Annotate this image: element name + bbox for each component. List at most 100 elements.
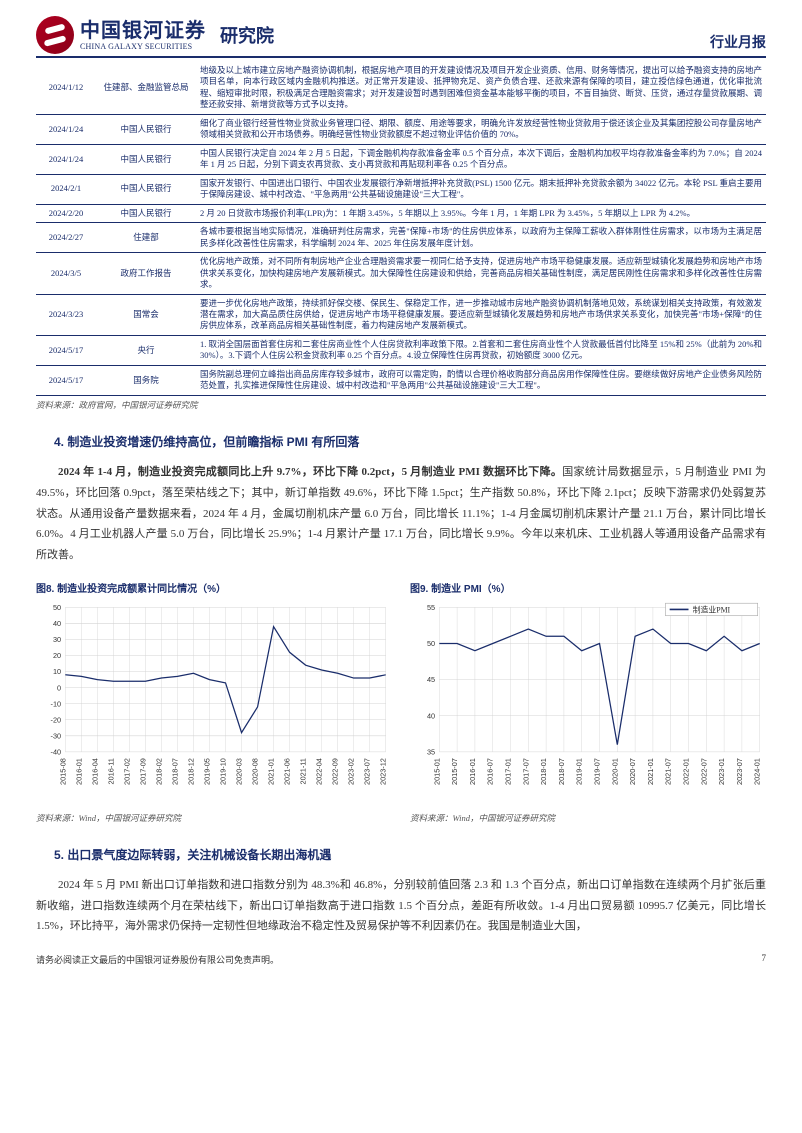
svg-text:2018-07: 2018-07 [170,758,179,785]
date-cell: 2024/2/1 [36,174,96,204]
desc-cell: 国家开发银行、中国进出口银行、中国农业发展银行净新增抵押补充贷款(PSL) 15… [196,174,766,204]
desc-cell: 国务院副总理何立峰指出商品房库存较多城市，政府可以需定购，酌情以合理价格收购部分… [196,365,766,395]
svg-text:2020-08: 2020-08 [251,758,260,785]
org-cell: 住建部、金融监管总局 [96,62,196,114]
chart9-svg: 3540455055制造业PMI2015-012015-072016-01201… [410,599,766,808]
org-cell: 央行 [96,335,196,365]
date-cell: 2024/5/17 [36,365,96,395]
svg-text:2021-11: 2021-11 [299,758,308,784]
desc-cell: 1. 取消全国层面首套住房和二套住房商业性个人住房贷款利率政策下限。2.首套和二… [196,335,766,365]
table-row: 2024/2/27住建部各城市要根据当地实际情况，准确研判住房需求，完善"保障+… [36,223,766,253]
svg-text:50: 50 [53,603,61,612]
report-type-label: 行业月报 [710,32,766,52]
svg-text:2023-01: 2023-01 [717,758,726,785]
svg-text:制造业PMI: 制造业PMI [693,605,731,615]
svg-text:2015-08: 2015-08 [58,758,67,785]
svg-text:2017-01: 2017-01 [504,758,513,785]
svg-text:40: 40 [427,712,435,721]
svg-text:2016-01: 2016-01 [74,758,83,785]
policy-table: 2024/1/12住建部、金融监管总局地级及以上城市建立房地产融资协调机制，根据… [36,62,766,396]
company-logo: 中国银河证券 CHINA GALAXY SECURITIES [36,16,206,54]
section4-paragraph: 2024 年 1-4 月，制造业投资完成额同比上升 9.7%，环比下降 0.2p… [36,462,766,566]
chart-row: 图8. 制造业投资完成额累计同比情况（%） -40-30-20-10010203… [36,580,766,823]
logo-icon [36,16,74,54]
svg-text:2022-07: 2022-07 [699,758,708,785]
table-row: 2024/5/17央行1. 取消全国层面首套住房和二套住房商业性个人住房贷款利率… [36,335,766,365]
table-row: 2024/1/24中国人民银行中国人民银行决定自 2024 年 2 月 5 日起… [36,144,766,174]
org-cell: 国常会 [96,294,196,335]
svg-text:2017-09: 2017-09 [138,758,147,785]
svg-text:55: 55 [427,603,435,612]
section5-paragraph: 2024 年 5 月 PMI 新出口订单指数和进口指数分别为 48.3%和 46… [36,875,766,938]
desc-cell: 中国人民银行决定自 2024 年 2 月 5 日起，下调金融机构存款准备金率 0… [196,144,766,174]
chart9-box: 图9. 制造业 PMI（%） 3540455055制造业PMI2015-0120… [410,580,766,823]
svg-text:2020-01: 2020-01 [610,758,619,785]
page-header: 中国银河证券 CHINA GALAXY SECURITIES 研究院 行业月报 [36,16,766,58]
svg-text:2022-01: 2022-01 [682,758,691,785]
date-cell: 2024/2/20 [36,204,96,222]
svg-text:2018-07: 2018-07 [557,758,566,785]
desc-cell: 优化房地产政策，对不同所有制房地产企业合理融资需求要一视同仁给予支持，促进房地产… [196,253,766,294]
svg-text:2016-07: 2016-07 [486,758,495,785]
section4-body: 国家统计局数据显示，5 月制造业 PMI 为 49.5%，环比回落 0.9pct… [36,466,766,562]
svg-text:-10: -10 [51,700,62,709]
svg-text:2017-02: 2017-02 [122,758,131,785]
org-cell: 住建部 [96,223,196,253]
table-row: 2024/5/17国务院国务院副总理何立峰指出商品房库存较多城市，政府可以需定购… [36,365,766,395]
page-footer: 请务必阅读正文最后的中国银河证券股份有限公司免责声明。 7 [0,949,802,976]
svg-text:2016-01: 2016-01 [468,758,477,785]
chart8-source: 资料来源：Wind，中国银河证券研究院 [36,812,392,824]
org-cell: 中国人民银行 [96,174,196,204]
desc-cell: 细化了商业银行经营性物业贷款业务管理口径、期限、额度、用途等要求，明确允许发放经… [196,114,766,144]
svg-text:35: 35 [427,748,435,757]
svg-text:2019-07: 2019-07 [593,758,602,785]
svg-text:2017-07: 2017-07 [521,758,530,785]
page-number: 7 [762,953,767,966]
svg-text:10: 10 [53,667,61,676]
svg-text:2015-07: 2015-07 [450,758,459,785]
date-cell: 2024/1/24 [36,144,96,174]
svg-text:2023-07: 2023-07 [735,758,744,785]
svg-text:45: 45 [427,675,435,684]
svg-text:2019-01: 2019-01 [575,758,584,785]
section4-heading: 4. 制造业投资增速仍维持高位，但前瞻指标 PMI 有所回落 [36,433,766,450]
svg-text:2018-01: 2018-01 [539,758,548,785]
chart8-svg: -40-30-20-10010203040502015-082016-01201… [36,599,392,808]
svg-text:20: 20 [53,651,61,660]
svg-text:40: 40 [53,619,61,628]
svg-text:2018-12: 2018-12 [186,758,195,785]
svg-text:2020-07: 2020-07 [628,758,637,785]
svg-text:2019-05: 2019-05 [202,758,211,785]
company-name-en: CHINA GALAXY SECURITIES [80,42,206,51]
svg-text:50: 50 [427,639,435,648]
svg-text:2023-07: 2023-07 [363,758,372,785]
svg-text:2021-06: 2021-06 [283,758,292,785]
svg-text:-30: -30 [51,732,62,741]
section4-lead: 2024 年 1-4 月，制造业投资完成额同比上升 9.7%，环比下降 0.2p… [58,466,562,478]
table-row: 2024/2/1中国人民银行国家开发银行、中国进出口银行、中国农业发展银行净新增… [36,174,766,204]
svg-text:2018-02: 2018-02 [154,758,163,785]
svg-text:2022-09: 2022-09 [331,758,340,785]
chart8-box: 图8. 制造业投资完成额累计同比情况（%） -40-30-20-10010203… [36,580,392,823]
disclaimer: 请务必阅读正文最后的中国银河证券股份有限公司免责声明。 [36,953,279,966]
svg-text:0: 0 [57,684,61,693]
desc-cell: 2 月 20 日贷款市场报价利率(LPR)为：1 年期 3.45%，5 年期以上… [196,204,766,222]
svg-text:2019-10: 2019-10 [219,758,228,785]
desc-cell: 地级及以上城市建立房地产融资协调机制，根据房地产项目的开发建设情况及项目开发企业… [196,62,766,114]
svg-text:2016-04: 2016-04 [90,758,99,785]
org-cell: 中国人民银行 [96,204,196,222]
chart9-title: 图9. 制造业 PMI（%） [410,580,766,595]
date-cell: 2024/1/24 [36,114,96,144]
date-cell: 2024/5/17 [36,335,96,365]
svg-text:-40: -40 [51,748,62,757]
svg-text:2022-04: 2022-04 [315,758,324,785]
svg-text:2021-01: 2021-01 [646,758,655,785]
desc-cell: 各城市要根据当地实际情况，准确研判住房需求，完善"保障+市场"的住房供应体系，以… [196,223,766,253]
chart8-title: 图8. 制造业投资完成额累计同比情况（%） [36,580,392,595]
table-row: 2024/3/23国常会要进一步优化房地产政策，持续抓好保交楼、保民生、保稳定工… [36,294,766,335]
svg-text:2016-11: 2016-11 [106,758,115,784]
svg-text:2020-03: 2020-03 [235,758,244,785]
svg-text:2024-01: 2024-01 [753,758,762,785]
org-cell: 中国人民银行 [96,114,196,144]
org-cell: 政府工作报告 [96,253,196,294]
